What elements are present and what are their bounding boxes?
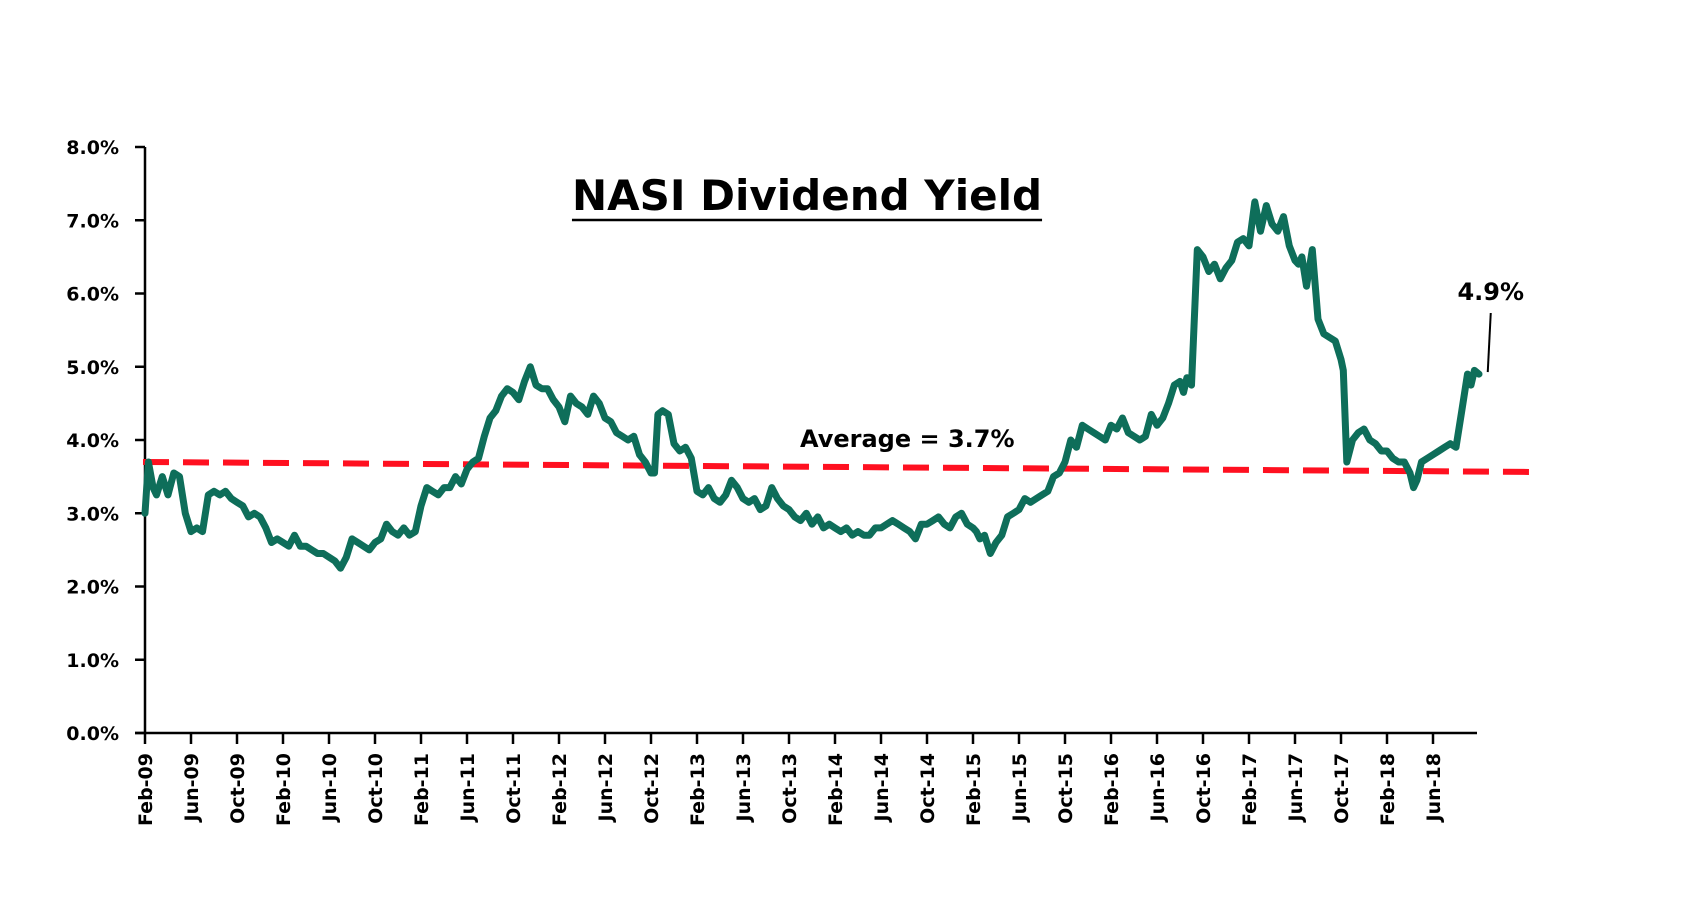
x-tick-label: Oct-09 (227, 753, 249, 824)
y-tick-label: 3.0% (66, 503, 119, 525)
x-tick-label: Feb-16 (1101, 753, 1123, 826)
x-tick-label: Jun-18 (1423, 753, 1445, 823)
x-tick-label: Feb-12 (549, 753, 571, 826)
x-tick-label: Feb-11 (411, 753, 433, 826)
y-tick-label: 2.0% (66, 577, 119, 599)
x-tick-label: Feb-09 (135, 753, 157, 826)
chart-title: NASI Dividend Yield (572, 171, 1042, 220)
x-tick-label: Jun-11 (457, 753, 479, 823)
x-tick-label: Jun-09 (181, 753, 203, 823)
x-tick-label: Oct-15 (1055, 753, 1077, 824)
x-tick-label: Jun-15 (1009, 753, 1031, 823)
y-tick-label: 1.0% (66, 650, 119, 672)
annotation-leader-line (1486, 312, 1492, 373)
series-line-nasi-dividend-yield (141, 198, 1483, 572)
annotation-group: 4.9% (1457, 278, 1524, 373)
x-tick-label: Feb-13 (687, 753, 709, 826)
x-tick-label: Oct-10 (365, 753, 387, 824)
x-tick-label: Jun-12 (595, 753, 617, 823)
x-tick-label: Jun-14 (871, 753, 893, 823)
x-tick-label: Jun-17 (1285, 753, 1307, 823)
series-group (141, 198, 1483, 572)
average-label: Average = 3.7% (800, 425, 1015, 453)
x-tick-label: Feb-10 (273, 753, 295, 826)
y-tick-label: 7.0% (66, 210, 119, 232)
title-group: NASI Dividend Yield (571, 171, 1043, 222)
x-tick-label: Oct-17 (1331, 753, 1353, 824)
x-tick-label: Oct-11 (503, 753, 525, 824)
x-tick-label: Oct-14 (917, 753, 939, 824)
average-line (142, 458, 1535, 475)
x-tick-label: Jun-16 (1147, 753, 1169, 823)
y-tick-label: 8.0% (66, 137, 119, 159)
x-tick-label: Oct-16 (1193, 753, 1215, 824)
last-value-annotation: 4.9% (1457, 278, 1524, 306)
x-tick-label: Feb-17 (1239, 753, 1261, 826)
x-tick-label: Oct-13 (779, 753, 801, 824)
x-tick-label: Feb-14 (825, 753, 847, 826)
y-tick-label: 4.0% (66, 430, 119, 452)
y-tick-label: 0.0% (66, 723, 119, 745)
y-tick-label: 5.0% (66, 357, 119, 379)
x-tick-label: Jun-10 (319, 753, 341, 823)
x-tick-label: Feb-18 (1377, 753, 1399, 826)
y-tick-label: 6.0% (66, 284, 119, 306)
x-tick-label: Feb-15 (963, 753, 985, 826)
average-line-group: Average = 3.7% (142, 425, 1535, 475)
y-ticks: 0.0% 1.0% 2.0% 3.0% 4.0% 5.0% 6.0% 7.0% 8.0% (66, 137, 145, 745)
x-ticks: Feb-09 Jun-09 Oct-09 Feb-10 Jun-10 Oct-10 Feb-… (135, 733, 1445, 826)
x-tick-label: Oct-12 (641, 753, 663, 824)
x-tick-label: Jun-13 (733, 753, 755, 823)
